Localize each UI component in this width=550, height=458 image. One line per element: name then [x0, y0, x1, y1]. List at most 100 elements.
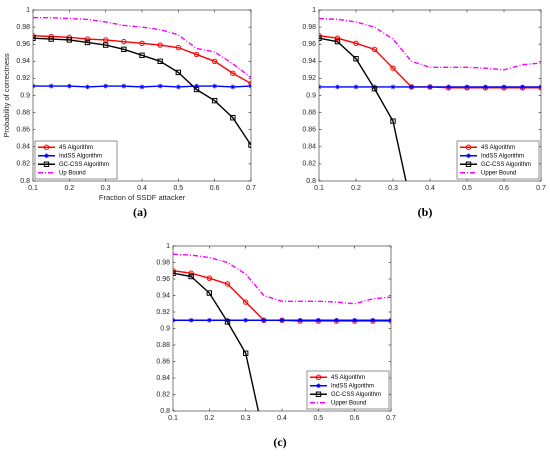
- marker: [446, 84, 451, 90]
- marker: [193, 51, 200, 58]
- y-tick-label: 0.86: [16, 127, 30, 134]
- marker: [175, 84, 181, 90]
- marker: [248, 80, 251, 87]
- marker: [230, 70, 236, 76]
- marker: [390, 84, 396, 90]
- x-tick-label: 0.4: [425, 185, 435, 192]
- marker: [390, 65, 396, 71]
- marker: [206, 317, 212, 323]
- y-tick-label: 0.96: [156, 276, 170, 283]
- y-tick-label: 1: [26, 7, 30, 14]
- marker: [194, 83, 199, 89]
- marker: [248, 142, 251, 148]
- marker: [390, 118, 396, 124]
- y-tick-label: 0.9: [20, 92, 30, 99]
- marker: [173, 270, 176, 276]
- marker: [353, 56, 359, 62]
- y-tick-label: 0.94: [156, 292, 170, 299]
- y-tick-label: 0.88: [302, 109, 316, 116]
- marker: [230, 115, 236, 121]
- series-group: [33, 16, 251, 148]
- marker: [48, 83, 54, 89]
- x-tick-label: 0.6: [210, 185, 220, 192]
- marker: [262, 434, 266, 438]
- marker: [466, 153, 471, 159]
- marker: [371, 85, 378, 92]
- x-tick-label: 0.6: [350, 415, 360, 422]
- series-line: [173, 253, 391, 305]
- marker: [84, 39, 91, 46]
- y-tick-label: 0.98: [16, 24, 30, 31]
- marker: [224, 319, 231, 325]
- series-line: [319, 17, 541, 71]
- marker: [261, 317, 267, 323]
- marker: [188, 273, 194, 280]
- y-tick-label: 0.82: [156, 391, 170, 398]
- marker: [173, 317, 176, 323]
- marker: [121, 83, 127, 89]
- marker: [319, 84, 322, 90]
- x-tick-label: 0.1: [168, 415, 178, 422]
- marker: [157, 42, 163, 48]
- y-tick-label: 0.92: [156, 309, 170, 316]
- marker: [188, 317, 194, 323]
- marker: [464, 84, 470, 90]
- series-line: [33, 37, 251, 146]
- x-tick-label: 0.7: [246, 185, 256, 192]
- marker: [84, 36, 91, 42]
- marker: [157, 83, 163, 89]
- y-tick-label: 0.98: [156, 259, 170, 266]
- marker: [43, 144, 50, 150]
- y-tick-label: 0.88: [156, 342, 170, 349]
- y-tick-label: 0.96: [302, 41, 316, 48]
- marker: [315, 374, 322, 380]
- marker: [315, 317, 321, 323]
- legend-label: 4S Algorithm: [331, 375, 365, 381]
- marker: [103, 83, 109, 89]
- y-tick-label: 0.8: [160, 408, 170, 415]
- marker: [352, 317, 358, 323]
- x-tick-label: 0.5: [173, 185, 183, 192]
- legend-label: Up Bound: [59, 170, 86, 176]
- y-axis-label: Probability of correctness: [2, 53, 11, 137]
- y-tick-label: 0.94: [302, 58, 316, 65]
- marker: [465, 144, 472, 150]
- panel-label: (c): [273, 435, 286, 449]
- y-tick-label: 0.86: [156, 358, 170, 365]
- marker: [334, 35, 341, 41]
- y-tick-label: 0.8: [306, 178, 316, 185]
- y-tick-label: 0.94: [16, 58, 30, 65]
- x-tick-label: 0.3: [241, 415, 251, 422]
- marker: [315, 391, 322, 397]
- marker: [157, 58, 163, 64]
- marker: [335, 84, 340, 90]
- marker: [43, 161, 50, 167]
- y-tick-label: 0.92: [16, 75, 30, 82]
- x-tick-label: 0.2: [64, 185, 74, 192]
- x-tick-label: 0.3: [101, 185, 111, 192]
- marker: [121, 38, 127, 45]
- legend-label: Upper Bound: [481, 170, 516, 176]
- marker: [370, 317, 376, 323]
- x-tick-label: 0.2: [204, 415, 214, 422]
- marker: [230, 84, 236, 90]
- marker: [242, 299, 249, 305]
- marker: [243, 317, 249, 323]
- marker: [33, 35, 36, 41]
- marker: [139, 84, 145, 90]
- legend-label: IndSS Algorithm: [481, 153, 524, 159]
- y-tick-label: 0.88: [16, 109, 30, 116]
- marker: [520, 84, 525, 90]
- marker: [225, 317, 230, 323]
- legend-label: GC-CSS Algorithm: [331, 392, 381, 398]
- marker: [248, 83, 251, 89]
- series-line: [173, 272, 260, 411]
- marker: [409, 204, 413, 208]
- y-tick-label: 0.84: [302, 144, 316, 151]
- marker: [121, 46, 127, 53]
- marker: [316, 383, 321, 389]
- x-tick-label: 0.4: [277, 415, 287, 422]
- marker: [427, 84, 433, 90]
- series-line: [319, 37, 407, 181]
- marker: [297, 317, 303, 323]
